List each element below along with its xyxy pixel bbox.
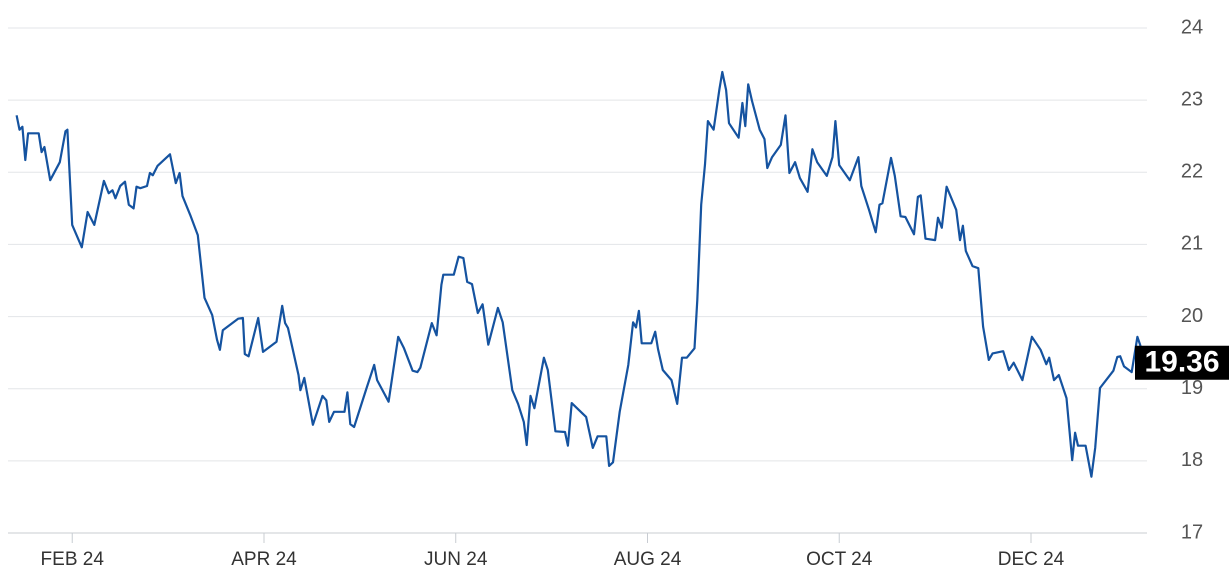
last-value-label: 19.36	[1144, 346, 1219, 379]
y-tick-label: 24	[1181, 16, 1203, 38]
y-tick-label: 23	[1181, 88, 1203, 110]
y-tick-label: 22	[1181, 161, 1203, 183]
x-tick-label: JUN 24	[424, 549, 488, 570]
price-line	[15, 70, 1147, 478]
x-tick-label: APR 24	[231, 549, 297, 570]
y-tick-label: 18	[1181, 449, 1203, 471]
x-tick-label: AUG 24	[614, 549, 682, 570]
y-tick-label: 19	[1181, 377, 1203, 399]
y-tick-label: 17	[1181, 521, 1203, 543]
y-tick-label: 20	[1181, 305, 1203, 327]
x-tick-label: FEB 24	[41, 549, 105, 570]
last-value-box	[1135, 345, 1229, 380]
y-tick-label: 21	[1181, 233, 1203, 255]
x-tick-label: DEC 24	[998, 549, 1065, 570]
x-tick-label: OCT 24	[806, 549, 873, 570]
